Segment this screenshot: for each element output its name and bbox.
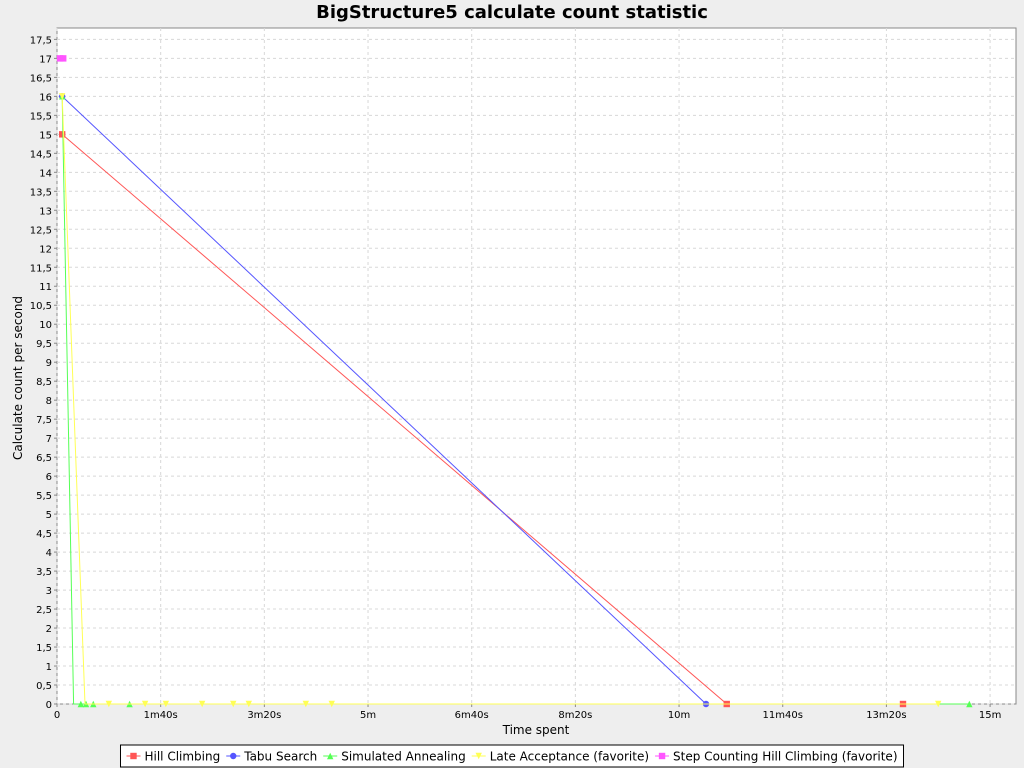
x-tick-label: 0 xyxy=(54,710,60,721)
data-point xyxy=(302,700,310,708)
grid-lines xyxy=(56,28,1016,705)
y-tick-label: 0 xyxy=(46,700,52,711)
y-tick-label: 11,5 xyxy=(30,263,52,274)
y-tick-label: 10,5 xyxy=(30,301,52,312)
series-line xyxy=(61,96,939,705)
y-tick-label: 5 xyxy=(46,510,52,521)
y-tick-label: 13 xyxy=(39,206,52,217)
data-point xyxy=(58,93,66,100)
data-point xyxy=(230,700,237,708)
legend-item: Late Acceptance (favorite) xyxy=(471,750,649,764)
y-tick-label: 16 xyxy=(39,92,52,103)
y-tick-label: 16,5 xyxy=(30,73,52,84)
y-tick-label: 6,5 xyxy=(36,453,52,464)
y-tick-label: 12 xyxy=(39,244,52,255)
data-point xyxy=(162,700,170,708)
y-axis-label: Calculate count per second xyxy=(11,296,25,460)
legend-swatch-marker xyxy=(130,752,137,760)
x-axis: 0 1m40s 3m20s 5m 6m40s 8m20s 10m 11m40s 13m20s 15… xyxy=(54,704,1001,721)
x-tick-label: 13m20s xyxy=(866,710,906,721)
legend-item: Simulated Annealing xyxy=(323,750,466,764)
y-tick-label: 5,5 xyxy=(36,491,52,502)
legend-label: Simulated Annealing xyxy=(341,750,466,764)
plot-area xyxy=(56,27,1017,705)
legend: Hill Climbing Tabu Search Simulated Anneal… xyxy=(119,744,905,768)
data-point xyxy=(60,55,67,62)
x-tick-label: 10m xyxy=(668,710,690,721)
y-tick-label: 2,5 xyxy=(36,605,52,616)
legend-swatch-marker xyxy=(327,752,334,760)
data-point xyxy=(141,700,149,708)
series-line xyxy=(61,95,707,705)
y-tick-label: 4 xyxy=(46,548,52,559)
data-point xyxy=(966,700,973,708)
y-tick-label: 3 xyxy=(46,586,52,597)
y-tick-label: 11 xyxy=(39,282,52,293)
y-tick-label: 3,5 xyxy=(36,567,52,578)
x-tick-label: 3m20s xyxy=(247,710,281,721)
data-point xyxy=(77,700,85,708)
x-tick-label: 11m40s xyxy=(763,710,803,721)
series-line xyxy=(61,133,728,705)
legend-swatch-marker xyxy=(475,752,482,760)
y-tick-label: 15 xyxy=(39,130,52,141)
y-tick-label: 1 xyxy=(46,662,52,673)
y-tick-label: 17,5 xyxy=(30,35,52,46)
chart-title: BigStructure5 calculate count statistic xyxy=(316,2,708,23)
data-point xyxy=(935,700,942,708)
y-tick-label: 9,5 xyxy=(36,339,52,350)
y-axis: 00,511,522,533,544,555,566,577,588,599,5… xyxy=(30,35,57,711)
y-tick-label: 8,5 xyxy=(36,377,52,388)
y-tick-label: 12,5 xyxy=(30,225,52,236)
x-tick-label: 8m20s xyxy=(558,710,592,721)
legend-item: Step Counting Hill Climbing (favorite) xyxy=(655,750,898,764)
legend-item: Hill Climbing xyxy=(126,750,220,764)
y-tick-label: 7,5 xyxy=(36,415,52,426)
y-tick-label: 10 xyxy=(39,320,52,331)
x-tick-label: 1m40s xyxy=(144,710,178,721)
x-tick-label: 6m40s xyxy=(455,710,489,721)
y-tick-label: 6 xyxy=(46,472,52,483)
y-tick-label: 1,5 xyxy=(36,643,52,654)
y-tick-label: 7 xyxy=(46,434,52,445)
legend-label: Tabu Search xyxy=(243,750,317,764)
y-tick-label: 9 xyxy=(46,358,52,369)
legend-label: Hill Climbing xyxy=(144,750,220,764)
legend-label: Late Acceptance (favorite) xyxy=(490,750,649,764)
y-tick-label: 2 xyxy=(46,624,52,635)
y-tick-label: 14 xyxy=(39,168,52,179)
data-point xyxy=(245,700,252,708)
legend-box xyxy=(119,744,905,768)
legend-label: Step Counting Hill Climbing (favorite) xyxy=(673,750,897,764)
legend-swatch-marker xyxy=(658,752,666,760)
y-tick-label: 0,5 xyxy=(36,681,52,692)
x-axis-label: Time spent xyxy=(502,723,570,737)
y-tick-label: 4,5 xyxy=(36,529,52,540)
data-point xyxy=(58,131,66,138)
series-3 xyxy=(58,93,942,708)
data-point xyxy=(105,700,113,708)
y-tick-label: 8 xyxy=(46,396,52,407)
y-tick-label: 14,5 xyxy=(30,149,52,160)
series-layer xyxy=(56,55,973,708)
x-tick-label: 5m xyxy=(360,710,376,721)
y-tick-label: 13,5 xyxy=(30,187,52,198)
data-point xyxy=(198,700,206,708)
y-tick-label: 17 xyxy=(39,54,52,65)
legend-swatch-marker xyxy=(230,752,237,760)
data-point xyxy=(328,700,335,708)
y-tick-label: 15,5 xyxy=(30,111,52,122)
legend-item: Tabu Search xyxy=(226,750,317,764)
series-4 xyxy=(56,55,67,62)
x-tick-label: 15m xyxy=(979,710,1001,721)
